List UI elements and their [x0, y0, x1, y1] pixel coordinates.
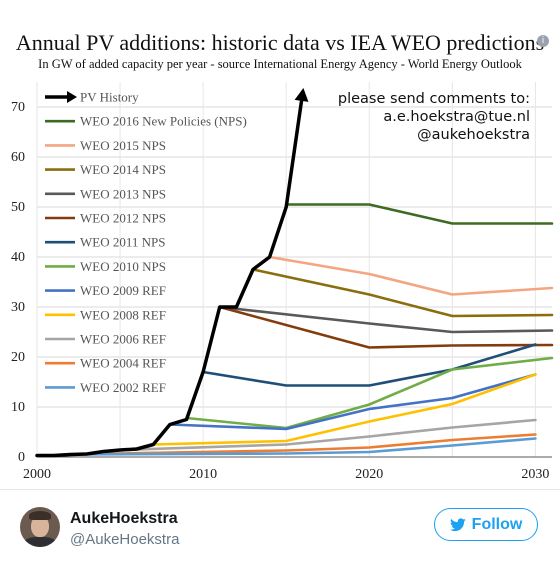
- chart-subtitle: In GW of added capacity per year - sourc…: [38, 57, 522, 71]
- comments-line-1: please send comments to:: [337, 91, 530, 107]
- legend-label: PV History: [80, 90, 139, 105]
- user-handle[interactable]: @AukeHoekstra: [70, 531, 180, 548]
- legend-label: WEO 2009 REF: [80, 283, 166, 298]
- series-line: [118, 418, 537, 452]
- series-line: [168, 373, 537, 431]
- series-line: [152, 373, 537, 446]
- series-line: [268, 255, 554, 296]
- series-line: [35, 90, 305, 458]
- series-line: [85, 433, 537, 456]
- y-tick-label: 0: [18, 450, 25, 465]
- y-tick-label: 40: [11, 250, 25, 265]
- series-line: [284, 203, 554, 225]
- series-line: [201, 343, 537, 387]
- x-tick-label: 2010: [189, 467, 217, 482]
- avatar[interactable]: [20, 507, 60, 547]
- divider: [0, 489, 560, 490]
- comments-line-3: @aukehoekstra: [417, 127, 530, 143]
- series-line: [218, 305, 554, 349]
- twitter-bird-icon: [449, 517, 466, 532]
- chart-title: Annual PV additions: historic data vs IE…: [15, 30, 545, 55]
- y-tick-label: 50: [11, 200, 25, 215]
- x-tick-label: 2000: [23, 467, 51, 482]
- y-tick-label: 20: [11, 350, 25, 365]
- x-tick-label: 2020: [355, 467, 383, 482]
- legend-label: WEO 2013 NPS: [80, 186, 166, 201]
- follow-label: Follow: [471, 515, 523, 533]
- legend-label: WEO 2014 NPS: [80, 162, 166, 177]
- legend-label: WEO 2010 NPS: [80, 259, 166, 274]
- history-arrowhead: [294, 88, 309, 102]
- comments-note: please send comments to: a.e.hoekstra@tu…: [338, 90, 530, 144]
- series-line: [218, 305, 554, 334]
- y-tick-label: 10: [11, 400, 25, 415]
- y-tick-label: 60: [11, 150, 25, 165]
- legend-label: WEO 2004 REF: [80, 356, 166, 371]
- user-name[interactable]: AukeHoekstra: [70, 510, 178, 527]
- series-line: [68, 437, 537, 456]
- legend-arrow-icon: [67, 91, 77, 103]
- legend-label: WEO 2015 NPS: [80, 138, 166, 153]
- legend-label: WEO 2006 REF: [80, 332, 166, 347]
- tweet-footer: [0, 490, 560, 569]
- x-tick-label: 2030: [521, 467, 549, 482]
- legend-label: WEO 2011 NPS: [80, 235, 165, 250]
- series-line: [185, 356, 554, 430]
- chart-area: 0 10 20 30 40 50 60 70 2000 2010 2020 2030 PV Histor…: [11, 30, 554, 482]
- legend-label: WEO 2008 REF: [80, 307, 166, 322]
- legend-label: WEO 2002 REF: [80, 380, 166, 395]
- legend-label: WEO 2012 NPS: [80, 211, 166, 226]
- y-tick-label: 30: [11, 300, 25, 315]
- comments-line-2: a.e.hoekstra@tue.nl: [383, 109, 530, 125]
- follow-button[interactable]: Follow: [434, 508, 538, 541]
- legend-label: WEO 2016 New Policies (NPS): [80, 114, 247, 129]
- series-line: [251, 268, 554, 318]
- y-tick-label: 70: [11, 100, 25, 115]
- info-icon[interactable]: i: [537, 35, 549, 47]
